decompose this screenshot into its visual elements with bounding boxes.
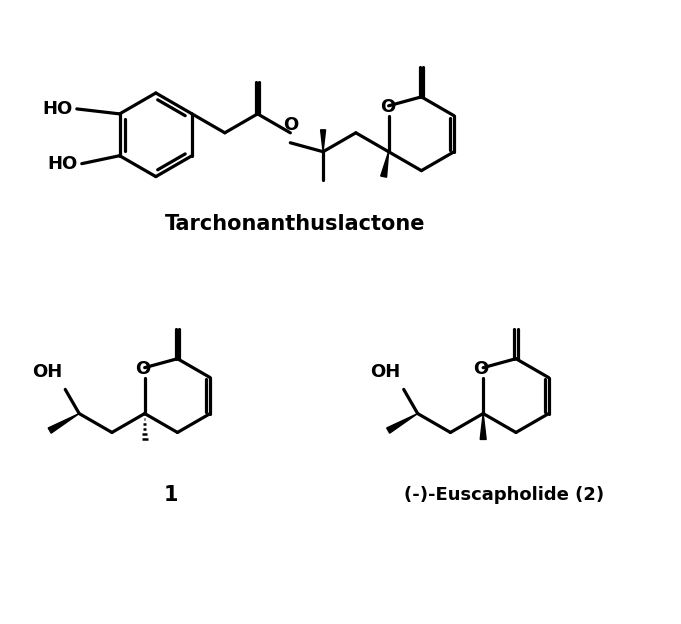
Text: O: O xyxy=(380,98,395,116)
Text: 1: 1 xyxy=(163,485,178,505)
Text: (-)-Euscapholide (2): (-)-Euscapholide (2) xyxy=(405,486,604,504)
Polygon shape xyxy=(48,414,79,433)
Text: HO: HO xyxy=(43,100,73,118)
Text: O: O xyxy=(473,359,489,378)
Polygon shape xyxy=(387,414,417,433)
Text: O: O xyxy=(135,359,151,378)
Text: O: O xyxy=(283,116,298,134)
Polygon shape xyxy=(480,414,486,439)
Text: Tarchonanthuslactone: Tarchonanthuslactone xyxy=(165,215,426,235)
Text: OH: OH xyxy=(370,363,400,381)
Text: OH: OH xyxy=(32,363,62,381)
Polygon shape xyxy=(381,152,389,177)
Polygon shape xyxy=(321,130,326,152)
Text: HO: HO xyxy=(48,155,78,173)
